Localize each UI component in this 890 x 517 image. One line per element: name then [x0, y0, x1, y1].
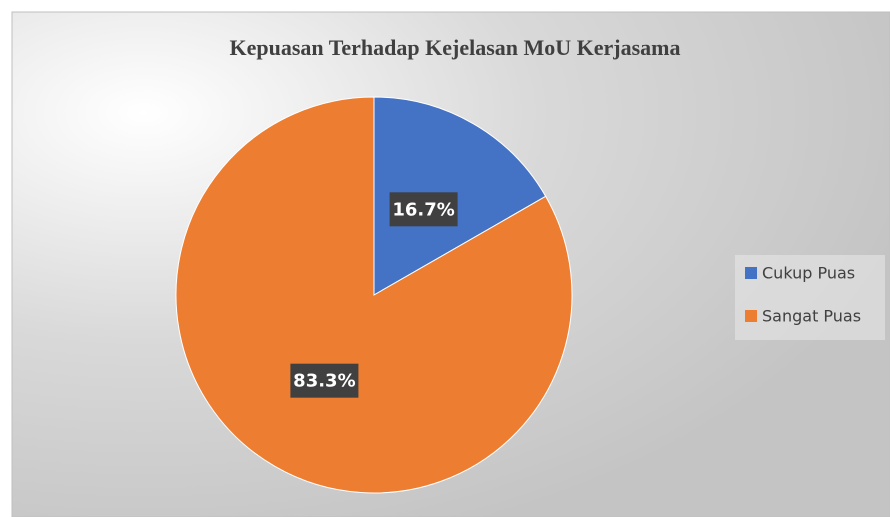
data-label-box	[290, 363, 359, 398]
data-label-box	[389, 192, 458, 227]
pie-slice	[373, 96, 547, 296]
legend-box	[735, 255, 885, 340]
data-label: 83.3%	[293, 371, 355, 392]
legend-label: Cukup Puas	[762, 264, 855, 283]
chart-title: Kepuasan Terhadap Kejelasan MoU Kerjasam…	[229, 35, 680, 60]
legend-swatch	[745, 267, 757, 279]
pie-slice	[175, 96, 573, 494]
legend-swatch	[745, 310, 757, 322]
data-label: 16.7%	[392, 199, 454, 220]
legend-label: Sangat Puas	[762, 307, 861, 326]
